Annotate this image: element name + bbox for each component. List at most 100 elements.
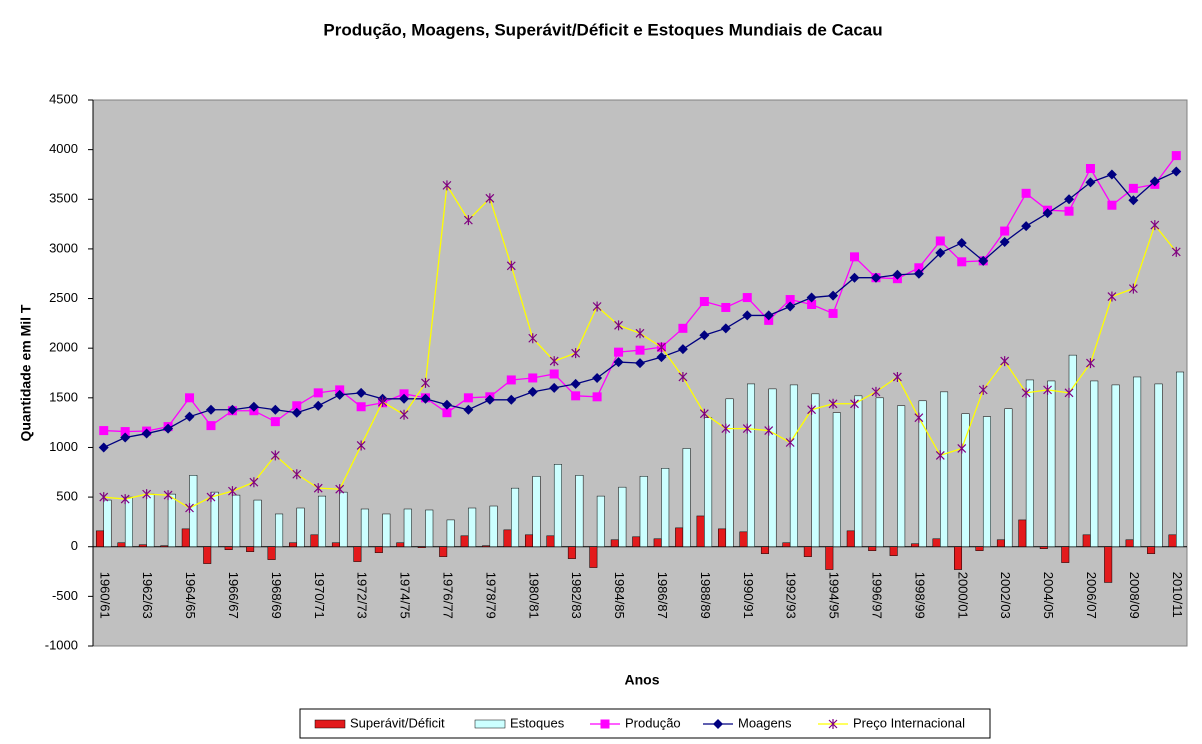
marker bbox=[956, 237, 967, 248]
marker bbox=[334, 389, 345, 400]
bar bbox=[661, 468, 670, 547]
bar bbox=[1018, 519, 1027, 547]
bar bbox=[768, 388, 777, 547]
bar bbox=[439, 546, 448, 557]
bar bbox=[1082, 534, 1091, 547]
marker bbox=[1021, 221, 1032, 232]
marker bbox=[1171, 166, 1182, 177]
marker bbox=[463, 215, 473, 226]
bar bbox=[146, 493, 155, 547]
marker bbox=[206, 421, 216, 431]
legend-marker bbox=[828, 719, 838, 729]
bar bbox=[210, 491, 219, 547]
marker bbox=[978, 384, 988, 395]
bar bbox=[482, 545, 491, 547]
marker bbox=[721, 423, 731, 434]
marker bbox=[185, 393, 195, 403]
legend-label: Produção bbox=[625, 715, 681, 730]
y-tick-label: 4500 bbox=[49, 91, 78, 106]
bar bbox=[940, 391, 949, 547]
x-tick-label: 2002/03 bbox=[998, 572, 1013, 619]
bar bbox=[889, 546, 898, 556]
bar bbox=[446, 519, 455, 547]
y-tick-label: 1500 bbox=[49, 389, 78, 404]
marker bbox=[571, 348, 581, 359]
bar bbox=[747, 383, 756, 547]
marker bbox=[399, 393, 410, 404]
bar bbox=[403, 508, 412, 547]
marker bbox=[1107, 291, 1117, 302]
bar bbox=[632, 536, 641, 547]
marker bbox=[1106, 169, 1117, 180]
y-tick-label: -1000 bbox=[45, 637, 78, 652]
bar bbox=[760, 546, 769, 554]
marker bbox=[978, 255, 989, 266]
y-axis-title: Quantidade em Mil T bbox=[18, 304, 34, 441]
marker bbox=[957, 257, 967, 267]
marker bbox=[592, 301, 602, 312]
bar bbox=[275, 513, 284, 547]
y-tick-label: 1000 bbox=[49, 439, 78, 454]
bar bbox=[1039, 546, 1048, 549]
marker bbox=[484, 394, 495, 405]
bar bbox=[653, 538, 662, 547]
bar bbox=[575, 475, 584, 547]
marker bbox=[99, 492, 109, 503]
marker bbox=[1128, 183, 1138, 193]
marker bbox=[914, 412, 924, 423]
bar bbox=[232, 494, 241, 547]
marker bbox=[270, 404, 281, 415]
marker bbox=[185, 503, 194, 514]
bar bbox=[911, 543, 920, 547]
marker bbox=[549, 369, 559, 379]
marker bbox=[849, 272, 860, 283]
marker bbox=[142, 489, 152, 500]
bar bbox=[596, 495, 605, 547]
bar bbox=[682, 448, 691, 547]
marker bbox=[249, 477, 259, 488]
bar bbox=[532, 475, 541, 547]
x-tick-label: 1966/67 bbox=[226, 572, 241, 619]
marker bbox=[248, 401, 259, 412]
bar bbox=[124, 496, 133, 547]
marker bbox=[1128, 283, 1138, 294]
marker bbox=[614, 320, 623, 331]
marker bbox=[699, 297, 709, 307]
bar bbox=[996, 539, 1005, 547]
marker bbox=[828, 308, 838, 318]
marker bbox=[98, 442, 109, 453]
marker bbox=[1107, 200, 1117, 210]
marker bbox=[442, 408, 452, 418]
marker bbox=[763, 310, 774, 321]
x-tick-label: 1994/95 bbox=[827, 572, 842, 619]
marker bbox=[828, 290, 839, 301]
marker bbox=[1150, 220, 1160, 231]
marker bbox=[313, 483, 323, 494]
bar bbox=[1154, 383, 1163, 547]
x-tick-label: 1960/61 bbox=[97, 572, 112, 619]
bar bbox=[396, 542, 405, 547]
bar bbox=[1068, 354, 1077, 547]
marker bbox=[1000, 226, 1010, 236]
bar bbox=[95, 530, 104, 547]
bar bbox=[460, 535, 469, 547]
bar bbox=[704, 417, 713, 547]
bar bbox=[954, 546, 963, 570]
marker bbox=[205, 404, 216, 415]
y-tick-label: 0 bbox=[71, 538, 78, 553]
x-tick-label: 1996/97 bbox=[870, 572, 885, 619]
marker bbox=[206, 492, 216, 503]
marker bbox=[528, 373, 538, 383]
marker bbox=[892, 371, 902, 382]
marker bbox=[871, 386, 881, 397]
bar bbox=[811, 393, 820, 547]
marker bbox=[892, 269, 903, 280]
bar bbox=[832, 412, 841, 547]
y-tick-label: 3500 bbox=[49, 191, 78, 206]
x-tick-label: 1976/77 bbox=[441, 572, 456, 619]
marker bbox=[528, 333, 538, 344]
x-tick-label: 1980/81 bbox=[526, 572, 541, 619]
bar bbox=[267, 546, 276, 560]
chart-title: Produção, Moagens, Superávit/Déficit e E… bbox=[323, 20, 882, 39]
bar bbox=[1147, 546, 1156, 554]
